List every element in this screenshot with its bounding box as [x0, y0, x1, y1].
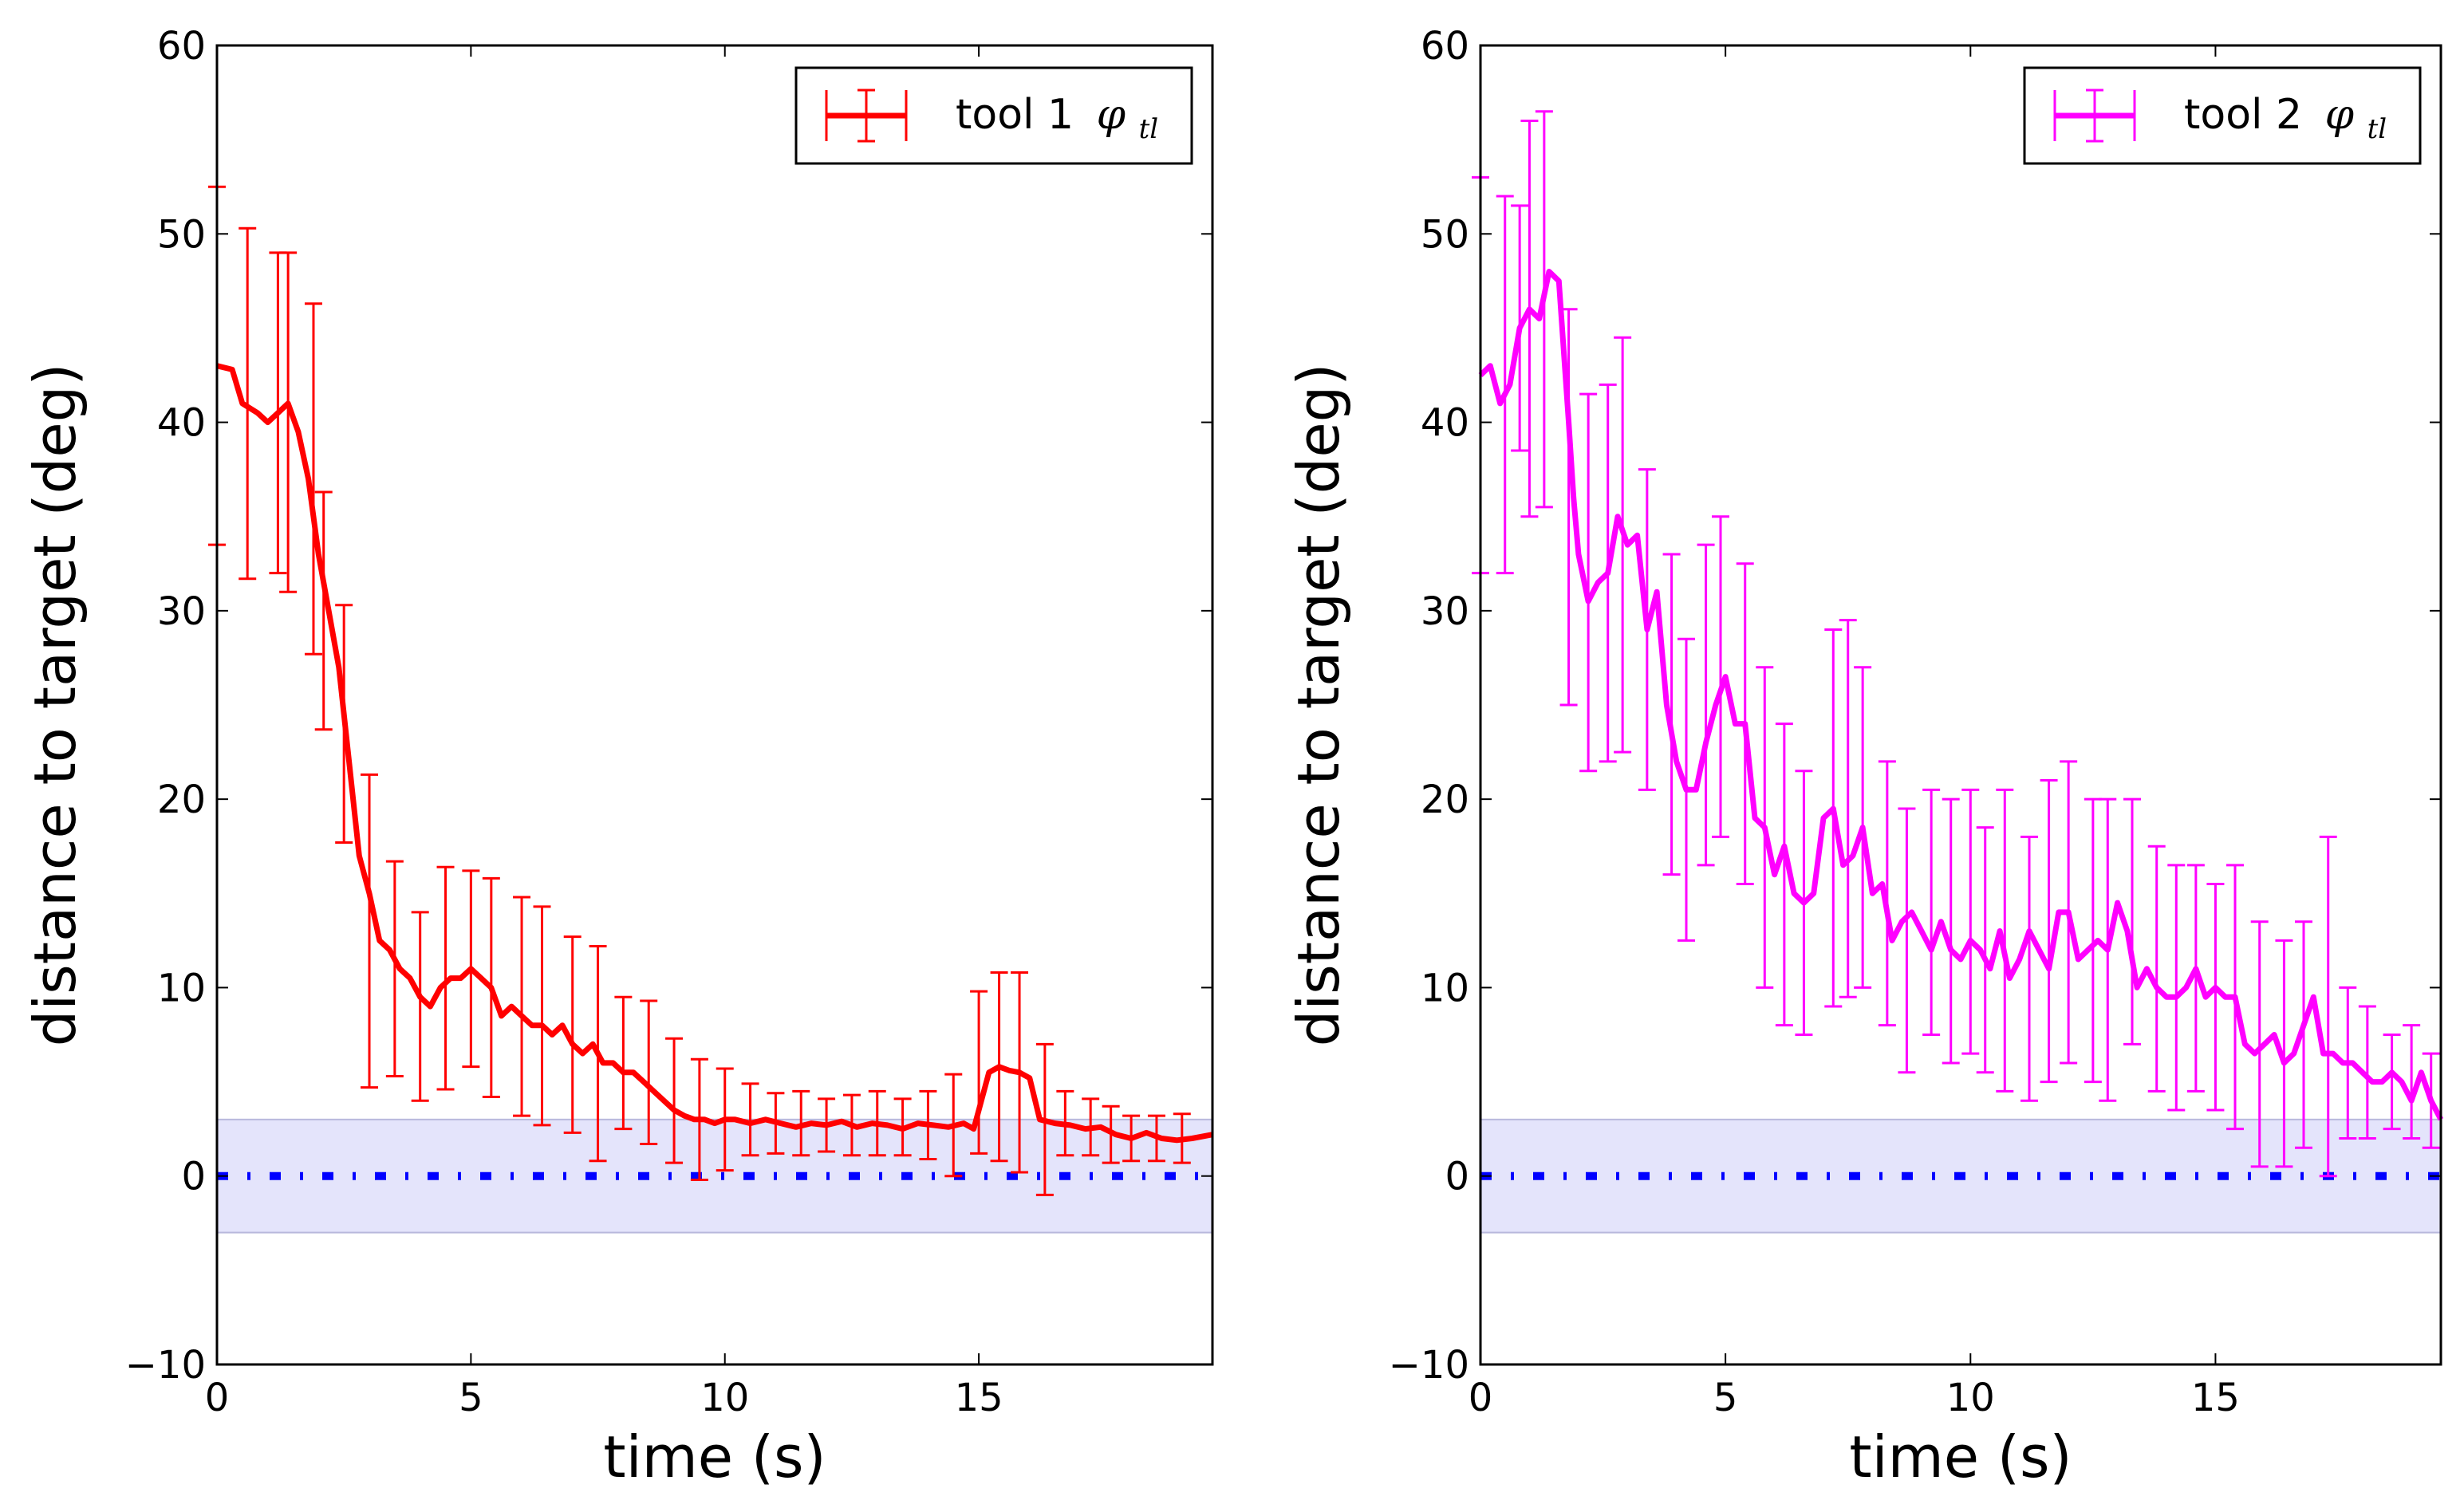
error-bar [2206, 882, 2225, 1112]
error-bars [208, 185, 1191, 1196]
legend-label: tool 1 φ tl [956, 91, 1158, 145]
error-bar [640, 999, 658, 1146]
plot-frame [1479, 44, 2442, 1366]
error-bar [2167, 864, 2186, 1112]
error-bar [970, 990, 988, 1155]
x-axis-label: time (s) [603, 1423, 826, 1490]
legend: tool 2 φ tl [2023, 66, 2422, 165]
x-tick-label: 5 [459, 1376, 483, 1420]
error-bar [2250, 920, 2269, 1168]
error-bar [614, 995, 633, 1131]
error-bars [1472, 110, 2440, 1178]
error-bar [1996, 788, 2014, 1093]
y-tick-label: 20 [1421, 778, 1469, 822]
y-tick-label: 0 [181, 1155, 206, 1199]
error-bar [304, 302, 322, 656]
y-tick-label: 20 [157, 778, 206, 822]
y-tick-label: 50 [1421, 212, 1469, 257]
x-tick-label: 10 [1946, 1376, 1995, 1420]
legend-label-text: tool 1 [956, 91, 1074, 139]
x-tick-label: 0 [1469, 1376, 1493, 1420]
error-bar [1579, 392, 1598, 773]
y-axis-label: distance to target (deg) [22, 364, 89, 1047]
error-bar [411, 911, 429, 1102]
error-bar [1520, 120, 1539, 518]
error-bar [1898, 807, 1916, 1074]
legend-subscript: tl [1139, 113, 1159, 145]
y-tick-label: 50 [157, 212, 206, 257]
error-bar [665, 1037, 684, 1164]
x-axis-label: time (s) [1849, 1423, 2072, 1490]
y-tick-label: 40 [1421, 401, 1469, 446]
error-bar [1614, 336, 1632, 754]
legend-symbol [825, 89, 908, 143]
error-bar [1662, 553, 1681, 876]
error-bar [1839, 619, 1857, 998]
error-bar [436, 865, 455, 1091]
y-tick-label: 30 [1421, 589, 1469, 634]
error-bar [2319, 835, 2337, 1178]
error-bar [1961, 788, 1980, 1055]
error-bar [513, 896, 531, 1117]
legend-label: tool 2 φ tl [2184, 91, 2387, 145]
error-bar [314, 490, 333, 731]
error-bar [385, 860, 404, 1077]
y-tick-label: −10 [125, 1343, 206, 1388]
error-bar [2020, 835, 2038, 1102]
series-line [1478, 269, 2444, 1121]
x-tick-label: 15 [2191, 1376, 2240, 1420]
error-bar [1712, 515, 1729, 838]
y-axis-label: distance to target (deg) [1285, 364, 1352, 1047]
error-bar [2403, 1024, 2421, 1140]
y-tick-label: 30 [157, 589, 206, 634]
error-bar [1697, 543, 1715, 867]
plot-frame [215, 44, 1214, 1366]
y-tick-label: 10 [1421, 966, 1469, 1010]
legend: tool 1 φ tl [794, 66, 1193, 165]
error-bar [1775, 723, 1793, 1027]
error-bar [1922, 788, 1941, 1036]
y-tick-label: 0 [1445, 1155, 1469, 1199]
error-bar [741, 1082, 759, 1157]
error-bar [563, 935, 582, 1134]
series-line [216, 363, 1213, 1144]
legend-phi: φ [2325, 91, 2355, 139]
legend-label-text: tool 2 [2184, 91, 2302, 139]
error-bar [2084, 797, 2102, 1084]
y-tick-label: 10 [157, 966, 206, 1010]
legend-subscript: tl [2367, 113, 2387, 145]
x-tick-label: 5 [1713, 1376, 1738, 1420]
x-tick-label: 10 [700, 1376, 749, 1420]
legend-symbol [2053, 89, 2136, 143]
error-bar [279, 251, 298, 593]
error-bar [1535, 110, 1553, 509]
error-bar [2040, 779, 2058, 1084]
error-bar [2147, 845, 2166, 1093]
y-tick-label: 60 [1421, 24, 1469, 69]
y-tick-label: −10 [1389, 1343, 1469, 1388]
legend-phi: φ [1097, 91, 1126, 139]
y-tick-label: 60 [157, 24, 206, 69]
error-bar [2275, 939, 2293, 1168]
error-bar [2186, 864, 2205, 1093]
error-bar [533, 905, 551, 1127]
error-bar [1878, 760, 1896, 1027]
error-bar [1976, 826, 1994, 1074]
error-bar [361, 773, 379, 1089]
error-bar [2358, 1005, 2376, 1140]
error-bar [1942, 797, 1960, 1065]
x-tick-label: 0 [205, 1376, 230, 1420]
error-bar [2123, 797, 2141, 1045]
error-bar [1496, 195, 1514, 575]
error-bar [2295, 920, 2312, 1149]
x-tick-label: 15 [955, 1376, 1003, 1420]
y-tick-label: 40 [157, 401, 206, 446]
error-bar [2383, 1034, 2401, 1131]
